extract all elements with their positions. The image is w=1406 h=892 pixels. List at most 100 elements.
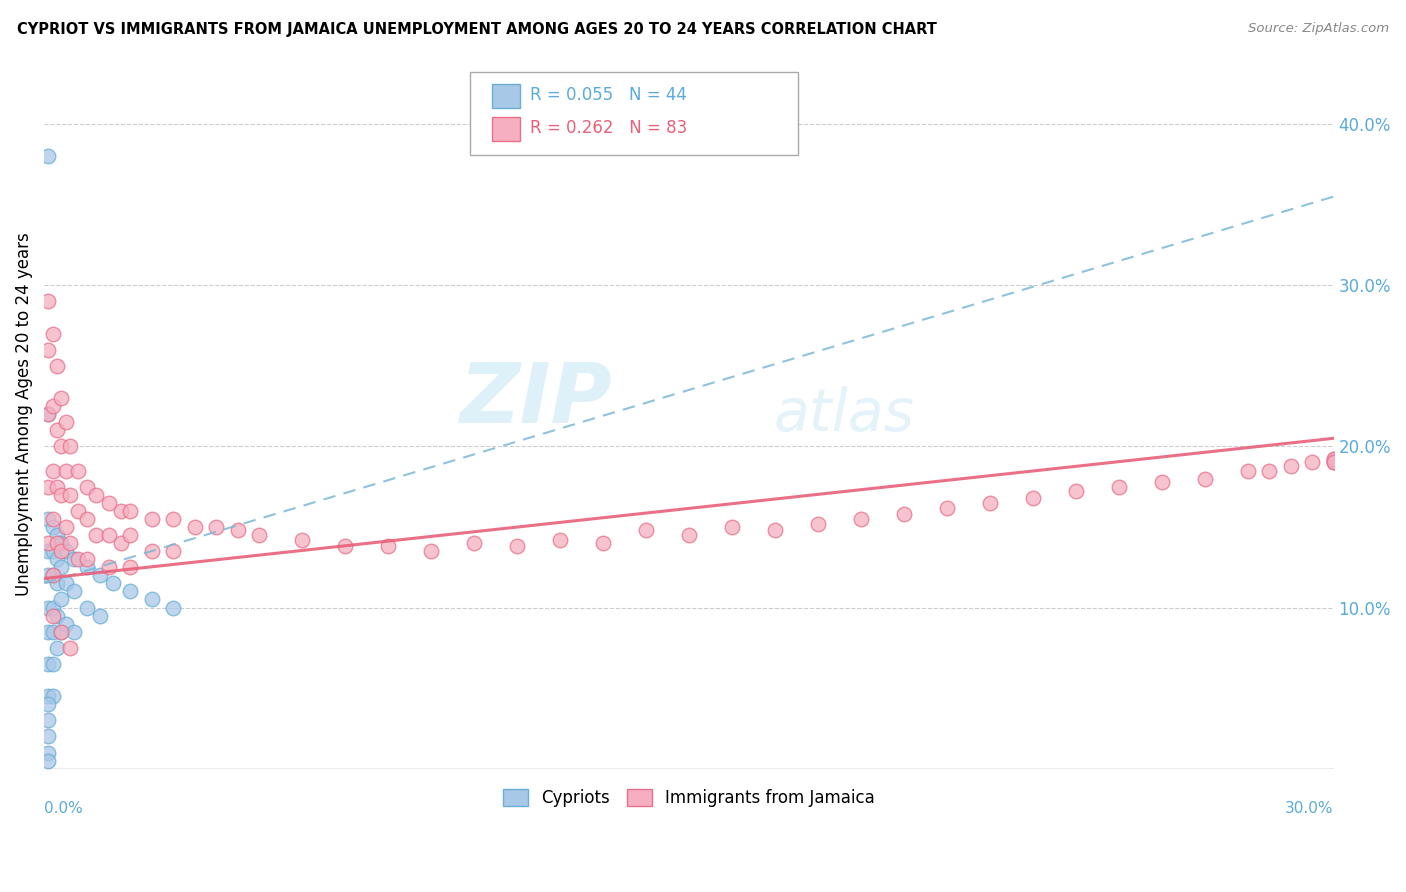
Point <box>51 391 73 405</box>
Point <box>55 520 77 534</box>
Point <box>37 544 59 558</box>
Point <box>63 584 86 599</box>
Point <box>41 657 63 671</box>
Point <box>76 600 98 615</box>
Point <box>893 507 915 521</box>
Point <box>37 149 59 163</box>
Text: ZIP: ZIP <box>458 359 612 441</box>
Point <box>51 560 73 574</box>
Point <box>110 536 132 550</box>
Point <box>37 657 59 671</box>
Point <box>63 552 86 566</box>
Point <box>41 608 63 623</box>
Point <box>46 359 69 373</box>
Point <box>1236 463 1258 477</box>
Point <box>120 584 142 599</box>
Point <box>59 640 82 655</box>
Point <box>67 463 90 477</box>
Point <box>37 512 59 526</box>
Point <box>183 520 205 534</box>
Point <box>59 536 82 550</box>
Point <box>377 539 399 553</box>
Point <box>763 523 786 537</box>
Point <box>807 516 830 531</box>
Point <box>162 544 184 558</box>
Point <box>41 326 63 341</box>
Text: Source: ZipAtlas.com: Source: ZipAtlas.com <box>1249 22 1389 36</box>
Point <box>67 552 90 566</box>
Point <box>1108 480 1130 494</box>
Point <box>41 568 63 582</box>
Point <box>141 544 163 558</box>
Point <box>141 512 163 526</box>
Point <box>37 730 59 744</box>
Y-axis label: Unemployment Among Ages 20 to 24 years: Unemployment Among Ages 20 to 24 years <box>15 232 32 596</box>
Point <box>291 533 314 547</box>
Point <box>67 504 90 518</box>
Point <box>46 552 69 566</box>
Point <box>141 592 163 607</box>
Point <box>46 536 69 550</box>
Point <box>59 439 82 453</box>
Legend: Cypriots, Immigrants from Jamaica: Cypriots, Immigrants from Jamaica <box>496 782 882 814</box>
Point <box>76 552 98 566</box>
Point <box>1064 484 1087 499</box>
Text: CYPRIOT VS IMMIGRANTS FROM JAMAICA UNEMPLOYMENT AMONG AGES 20 TO 24 YEARS CORREL: CYPRIOT VS IMMIGRANTS FROM JAMAICA UNEMP… <box>17 22 936 37</box>
Point <box>678 528 700 542</box>
FancyBboxPatch shape <box>470 71 799 155</box>
Point <box>333 539 356 553</box>
Point <box>46 528 69 542</box>
Point <box>849 512 872 526</box>
Point <box>37 407 59 421</box>
Point <box>1194 472 1216 486</box>
Point <box>548 533 571 547</box>
Point <box>37 600 59 615</box>
Point <box>37 689 59 703</box>
Point <box>89 568 111 582</box>
Point <box>46 480 69 494</box>
Point <box>205 520 228 534</box>
Point <box>46 423 69 437</box>
Point <box>1323 455 1346 469</box>
Point <box>120 528 142 542</box>
Text: atlas: atlas <box>773 385 914 442</box>
Point <box>1279 458 1302 473</box>
Point <box>1323 452 1346 467</box>
Point <box>226 523 249 537</box>
Point <box>162 600 184 615</box>
Point <box>592 536 614 550</box>
Point <box>37 294 59 309</box>
Point <box>463 536 485 550</box>
Point <box>1323 455 1346 469</box>
Point <box>84 528 107 542</box>
Point <box>247 528 270 542</box>
Point <box>63 624 86 639</box>
Bar <box>492 117 520 141</box>
Point <box>979 496 1001 510</box>
Point <box>41 399 63 413</box>
Point <box>37 480 59 494</box>
Point <box>1301 455 1323 469</box>
Point <box>55 616 77 631</box>
Point <box>37 568 59 582</box>
Point <box>120 560 142 574</box>
Point <box>721 520 744 534</box>
Point <box>37 754 59 768</box>
Point <box>51 624 73 639</box>
Point <box>55 544 77 558</box>
Point <box>97 528 120 542</box>
Point <box>37 536 59 550</box>
Point <box>37 714 59 728</box>
Point <box>89 608 111 623</box>
Point <box>46 608 69 623</box>
Point <box>1150 475 1173 489</box>
Point <box>101 576 124 591</box>
Point <box>46 640 69 655</box>
Point <box>1022 491 1045 505</box>
Point <box>41 512 63 526</box>
Point <box>37 624 59 639</box>
Point <box>51 544 73 558</box>
Point <box>37 343 59 357</box>
Point <box>37 697 59 711</box>
Text: 30.0%: 30.0% <box>1285 800 1334 815</box>
